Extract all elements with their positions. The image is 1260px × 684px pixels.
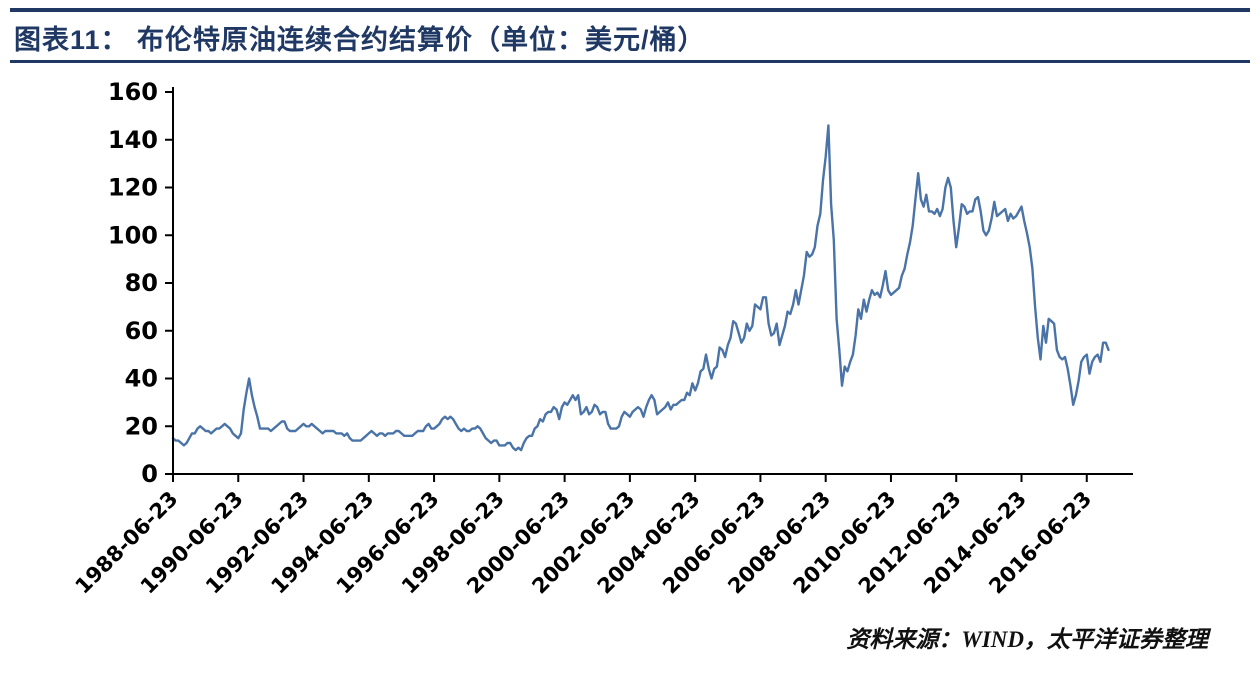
svg-text:60: 60 xyxy=(125,317,158,345)
svg-text:0: 0 xyxy=(141,460,158,488)
source-note: 资料来源：WIND，太平洋证券整理 xyxy=(846,627,1208,652)
chart-canvas: 0204060801001201401601988-06-231990-06-2… xyxy=(71,78,1133,599)
svg-text:100: 100 xyxy=(108,221,158,249)
figure-title: 图表11： 布伦特原油连续合约结算价（单位：美元/桶） xyxy=(14,25,706,55)
svg-text:20: 20 xyxy=(125,412,158,440)
svg-text:40: 40 xyxy=(125,365,158,393)
top-divider xyxy=(10,8,1250,12)
svg-text:140: 140 xyxy=(108,126,158,154)
svg-text:80: 80 xyxy=(125,269,158,297)
svg-text:120: 120 xyxy=(108,174,158,202)
title-divider xyxy=(10,60,1250,63)
svg-text:160: 160 xyxy=(108,78,158,106)
price-line-chart: 0 20 40 60 80 100 120 140 160 1988-06-23 1990-06-2… xyxy=(58,70,1178,630)
